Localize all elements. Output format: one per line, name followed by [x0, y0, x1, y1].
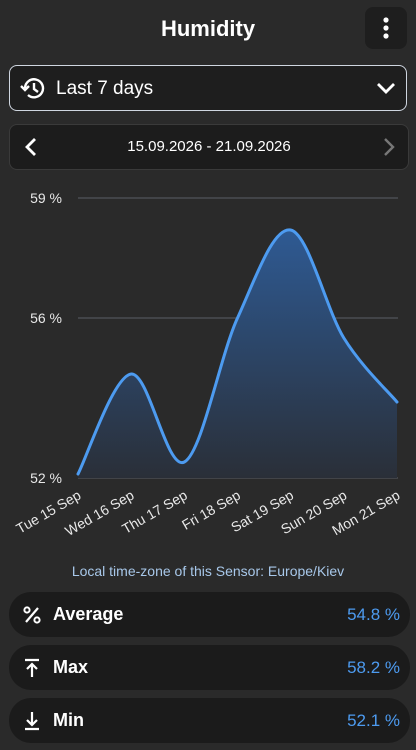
stat-value: 54.8 % — [347, 605, 400, 624]
date-range: 15.09.2026 - 21.09.2026 — [127, 138, 291, 155]
period-selector[interactable]: Last 7 days — [9, 65, 407, 111]
stat-max: Max 58.2 % — [9, 645, 410, 690]
history-icon — [20, 78, 45, 99]
page-title: Humidity — [160, 16, 256, 41]
stat-label: Min — [53, 710, 84, 730]
line — [76, 228, 399, 476]
min-icon — [25, 712, 39, 731]
average-icon — [23, 606, 41, 624]
max-icon — [25, 658, 39, 677]
stat-min: Min 52.1 % — [9, 698, 410, 743]
header: Humidity — [0, 0, 416, 58]
stat-value: 52.1 % — [347, 711, 400, 730]
menu-icon — [383, 17, 389, 39]
stat-label: Max — [53, 657, 89, 677]
period-label: Last 7 days — [56, 78, 154, 99]
y-tick-label: 56 % — [30, 310, 62, 326]
y-tick-label: 52 % — [30, 470, 62, 486]
prev-button[interactable] — [20, 135, 44, 159]
y-tick-label: 59 % — [30, 190, 62, 206]
stat-average: Average 54.8 % — [9, 592, 410, 637]
timezone-note: Local time-zone of this Sensor: Europe/K… — [71, 563, 345, 579]
menu-button[interactable] — [365, 7, 407, 49]
stat-value: 58.2 % — [347, 658, 400, 677]
stat-label: Average — [53, 604, 124, 624]
dropdown-icon — [377, 83, 395, 94]
date-navigator: 15.09.2026 - 21.09.2026 — [9, 124, 409, 170]
area — [78, 229, 397, 478]
next-button[interactable] — [376, 135, 400, 159]
